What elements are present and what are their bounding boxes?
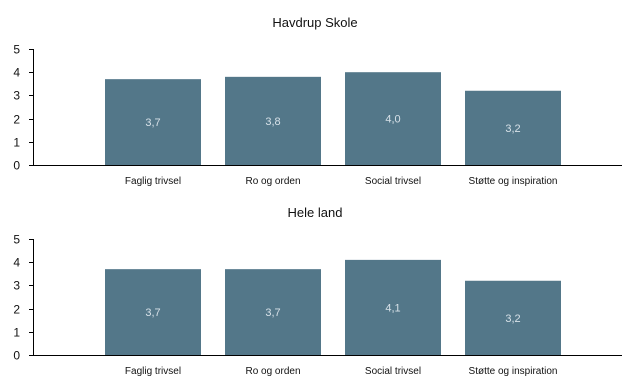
bar-value-label: 3,7 (265, 307, 280, 319)
bar (225, 76, 321, 165)
chart-havdrup-skole: Havdrup Skole 0 1 2 3 4 5 3,7 Faglig trivsel 3,8… (13, 15, 622, 187)
bar (465, 90, 561, 165)
y-tick-label: 0 (13, 159, 20, 173)
bar (105, 79, 201, 165)
bar-value-label: 4,0 (385, 114, 400, 126)
bar-value-label: 3,7 (145, 307, 160, 319)
y-tick-label: 4 (13, 256, 20, 270)
y-tick-label: 5 (13, 233, 20, 247)
x-tick-label: Social trivsel (365, 176, 421, 187)
y-tick-label: 2 (13, 113, 20, 127)
y-tick-label: 0 (13, 349, 20, 363)
x-tick-label: Ro og orden (245, 366, 300, 377)
bar (465, 280, 561, 355)
chart-title: Hele land (288, 205, 343, 220)
x-tick-label: Social trivsel (365, 366, 421, 377)
x-tick-label: Ro og orden (245, 176, 300, 187)
y-tick-label: 1 (13, 136, 20, 150)
chart-hele-land: Hele land 0 1 2 3 4 5 3,7 Faglig trivsel 3,7 Ro o… (13, 205, 622, 377)
y-tick-label: 2 (13, 303, 20, 317)
x-tick-label: Faglig trivsel (125, 176, 181, 187)
bar (105, 269, 201, 355)
chart-title: Havdrup Skole (272, 15, 357, 30)
y-tick-label: 3 (13, 279, 20, 293)
y-tick-label: 5 (13, 43, 20, 57)
bar-value-label: 3,8 (265, 116, 280, 128)
bar-value-label: 3,7 (145, 117, 160, 129)
x-tick-label: Støtte og inspiration (469, 176, 558, 187)
x-tick-label: Støtte og inspiration (469, 366, 558, 377)
y-tick-label: 3 (13, 89, 20, 103)
bar (225, 269, 321, 355)
y-tick-label: 4 (13, 66, 20, 80)
y-tick-label: 1 (13, 326, 20, 340)
x-tick-label: Faglig trivsel (125, 366, 181, 377)
bar (345, 259, 441, 355)
bar-value-label: 3,2 (505, 313, 520, 325)
bar-value-label: 3,2 (505, 123, 520, 135)
bar (345, 72, 441, 165)
bar-value-label: 4,1 (385, 302, 400, 314)
